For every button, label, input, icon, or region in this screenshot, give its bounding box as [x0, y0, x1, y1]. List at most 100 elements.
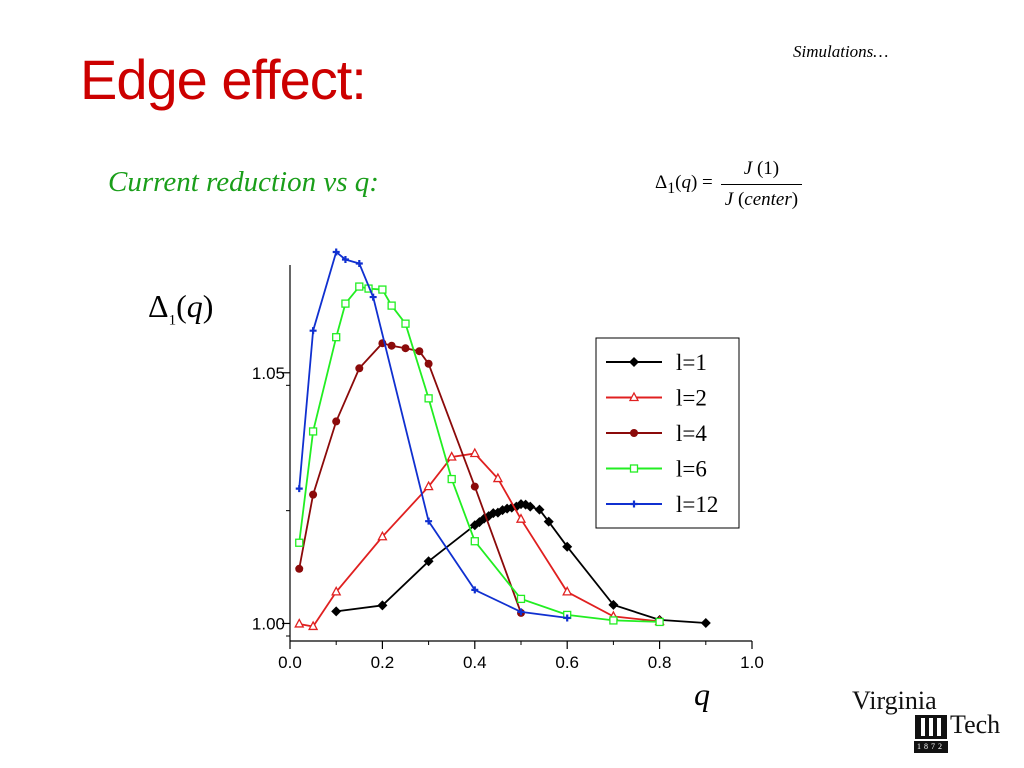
legend-item: l=12	[606, 492, 718, 517]
data-point	[470, 537, 479, 546]
data-point	[525, 501, 536, 512]
data-point	[470, 482, 479, 491]
series-l-6	[295, 282, 664, 627]
data-point	[387, 341, 396, 350]
data-point	[415, 347, 424, 356]
series-l-4	[295, 339, 525, 617]
formula-lhs-symbol: Δ	[655, 171, 668, 193]
data-point	[355, 364, 364, 373]
legend-label: l=2	[676, 386, 707, 411]
formula-numerator: J (1)	[726, 158, 797, 184]
data-point	[331, 585, 342, 596]
x-tick-label: 0.0	[278, 653, 302, 672]
series-line	[298, 285, 660, 623]
data-point	[423, 480, 434, 491]
legend-label: l=4	[676, 421, 707, 446]
data-point	[562, 585, 573, 596]
legend-marker	[629, 357, 639, 367]
legend-marker	[630, 500, 638, 508]
x-axis-label: q	[694, 676, 710, 712]
data-point	[424, 359, 433, 368]
logo-shield-icon	[915, 715, 947, 739]
y-axis-arg: q	[186, 288, 203, 324]
data-point	[377, 600, 388, 611]
series-line	[298, 250, 568, 619]
y-axis-symbol: Δ	[148, 288, 169, 324]
legend-marker	[630, 429, 638, 437]
formula-fraction: J (1) J (center)	[720, 158, 803, 211]
slide-title: Edge effect:	[80, 48, 367, 111]
delta-formula: Δ1(q) = J (1) J (center)	[655, 158, 803, 211]
data-point	[700, 617, 711, 628]
data-point	[401, 344, 410, 353]
data-point	[378, 285, 387, 294]
data-point	[332, 248, 340, 256]
logo-line1: Virginia	[852, 686, 937, 715]
logo-year: 1872	[914, 741, 948, 753]
legend-marker	[629, 464, 639, 473]
data-point	[516, 594, 526, 604]
y-tick-label: 1.05	[252, 364, 285, 383]
x-tick-label: 0.8	[648, 653, 672, 672]
legend-item: l=2	[606, 386, 707, 411]
x-tick-label: 1.0	[740, 653, 764, 672]
data-point	[608, 599, 619, 610]
data-point	[492, 472, 503, 483]
series-line	[298, 342, 522, 614]
formula-lhs: Δ1(q) =	[655, 171, 713, 197]
data-point	[355, 259, 363, 267]
x-tick-label: 0.6	[555, 653, 579, 672]
y-tick-label: 1.00	[252, 614, 285, 633]
data-point	[563, 614, 571, 622]
data-point	[655, 617, 664, 627]
data-point	[295, 485, 303, 493]
legend-item: l=1	[606, 350, 707, 375]
data-point	[331, 606, 342, 617]
data-point	[515, 513, 527, 523]
data-point	[492, 507, 503, 518]
data-point	[341, 299, 350, 308]
legend-label: l=12	[676, 492, 718, 517]
data-point	[295, 538, 304, 547]
data-point	[295, 564, 304, 573]
data-point	[401, 319, 410, 328]
data-point	[332, 417, 341, 426]
formula-numerator-fn: J	[743, 158, 753, 179]
data-point	[377, 530, 388, 541]
data-point	[308, 427, 318, 436]
formula-denominator-arg: center	[744, 189, 792, 210]
x-tick-label: 0.4	[463, 653, 487, 672]
y-axis-sub: 1	[168, 312, 177, 329]
data-point	[471, 586, 479, 594]
data-point	[308, 620, 319, 631]
formula-lhs-sub: 1	[667, 179, 676, 197]
slide-subtitle: Current reduction vs q:	[108, 166, 379, 198]
data-point	[543, 516, 554, 527]
data-point	[424, 394, 433, 403]
data-point	[387, 301, 396, 310]
legend-label: l=1	[676, 350, 707, 375]
data-point	[562, 541, 573, 552]
legend-item: l=4	[606, 421, 707, 446]
data-point	[447, 474, 456, 484]
data-point	[294, 618, 305, 628]
data-point	[469, 447, 480, 458]
data-point	[517, 608, 525, 616]
data-point	[332, 333, 341, 342]
section-tag: Simulations…	[793, 42, 889, 61]
formula-lhs-arg: q	[681, 171, 691, 193]
data-point	[309, 490, 318, 499]
data-point	[534, 504, 545, 515]
data-point	[425, 517, 433, 525]
data-point	[309, 327, 317, 335]
formula-denominator-fn: J	[724, 189, 734, 210]
data-point	[609, 616, 618, 625]
legend-marker	[628, 391, 640, 402]
data-point	[355, 282, 364, 291]
series-l-12	[295, 248, 571, 622]
chart-legend: l=1 l=2 l=4 l=6 l=12	[595, 337, 740, 529]
data-point	[369, 293, 377, 301]
chart-series-layer	[294, 248, 711, 631]
legend-label: l=6	[676, 457, 707, 482]
